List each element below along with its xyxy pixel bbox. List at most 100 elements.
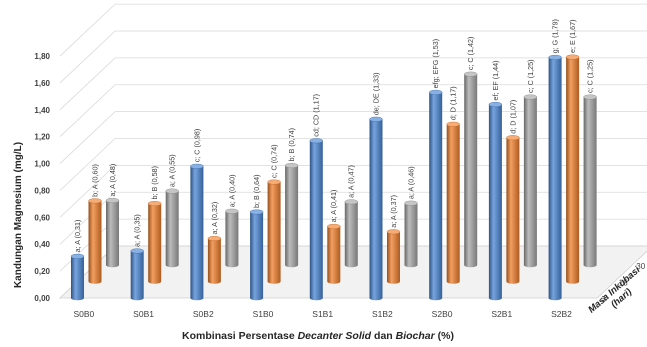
x-tick-label: S2B1 bbox=[491, 309, 512, 319]
data-label: a; A (0,46) bbox=[406, 166, 415, 199]
bar-body bbox=[106, 200, 119, 268]
bar-top bbox=[327, 223, 341, 229]
bar-body bbox=[190, 166, 204, 301]
data-label: de; DE (1,33) bbox=[371, 72, 380, 115]
y-tick-label: 1,00 bbox=[34, 160, 50, 169]
bar-body bbox=[165, 191, 179, 268]
x-tick-label: S0B0 bbox=[73, 309, 94, 319]
data-label: a; A (0,40) bbox=[227, 174, 236, 207]
data-label: c; C (0,74) bbox=[270, 144, 279, 178]
bar-body bbox=[285, 165, 299, 268]
data-label: c; C (0,98) bbox=[192, 129, 201, 163]
bar-body bbox=[488, 104, 502, 301]
bar-top bbox=[105, 197, 120, 203]
bar-top bbox=[488, 101, 503, 107]
data-label: a; A (0,31) bbox=[73, 220, 82, 253]
bar bbox=[88, 198, 102, 284]
y-tick-label: 0,60 bbox=[34, 213, 50, 222]
bar bbox=[147, 201, 162, 284]
bar-body bbox=[225, 211, 239, 268]
bar-body bbox=[464, 74, 478, 268]
bar bbox=[386, 229, 401, 284]
bar-body bbox=[207, 238, 221, 284]
bar-top bbox=[249, 209, 264, 215]
y-tick-label: 0,80 bbox=[34, 186, 50, 195]
data-label: ef; EF (1,44) bbox=[491, 61, 500, 101]
data-label: a; A (0,47) bbox=[347, 165, 356, 198]
x-tick-label: S0B2 bbox=[193, 309, 214, 319]
bar bbox=[464, 71, 478, 268]
x-tick-label: S1B0 bbox=[253, 309, 274, 319]
bar bbox=[523, 94, 538, 268]
bar bbox=[488, 101, 503, 301]
bar bbox=[327, 223, 341, 284]
data-label: a; A (0,55) bbox=[168, 154, 177, 187]
data-label: g; G (1,79) bbox=[551, 19, 560, 53]
bar-body bbox=[344, 201, 358, 268]
bar-top bbox=[464, 71, 478, 77]
x-axis-title: Kombinasi Persentase Decanter Solid dan … bbox=[182, 330, 454, 342]
bar bbox=[309, 138, 323, 301]
bar bbox=[583, 94, 597, 268]
gridline bbox=[59, 3, 647, 57]
bar-body bbox=[446, 124, 460, 284]
bar-top bbox=[565, 54, 580, 60]
x-tick-label: S1B1 bbox=[312, 309, 333, 319]
bar bbox=[249, 209, 264, 301]
bar-top bbox=[165, 188, 179, 194]
y-axis-title: Kandungan Magnesium (mg/L) bbox=[13, 142, 24, 288]
bar-body bbox=[130, 250, 144, 301]
bar-body bbox=[566, 57, 580, 284]
bar-top bbox=[225, 208, 239, 214]
bar bbox=[165, 188, 179, 268]
bar-top bbox=[130, 248, 144, 254]
data-label: a; A (0,35) bbox=[133, 214, 142, 247]
bar-body bbox=[267, 182, 281, 284]
bar bbox=[207, 235, 222, 284]
bar bbox=[548, 54, 562, 301]
bar-top bbox=[429, 89, 443, 95]
bar-top bbox=[70, 253, 85, 259]
data-label: cd; CD (1,17) bbox=[312, 94, 321, 137]
bar-top bbox=[190, 163, 204, 169]
bar bbox=[446, 121, 460, 284]
data-label: efg; EFG (1,53) bbox=[431, 39, 440, 89]
bar bbox=[565, 54, 580, 284]
bar bbox=[506, 135, 520, 284]
data-labels: a; A (0,48) a; A (0,55) a; A (0,40) b; B (0… bbox=[73, 19, 595, 252]
bar-top bbox=[386, 229, 401, 235]
bar-top bbox=[344, 199, 358, 205]
bar-top bbox=[147, 201, 162, 207]
bar-body bbox=[583, 97, 597, 268]
data-label: a; A (0,37) bbox=[389, 195, 398, 228]
bars bbox=[70, 54, 597, 301]
bar-top bbox=[284, 163, 299, 169]
bar-top bbox=[207, 235, 222, 241]
z-tick-label: 15 bbox=[619, 279, 628, 288]
bar-top bbox=[506, 135, 520, 141]
bar-top bbox=[548, 54, 562, 60]
y-tick-label: 0,20 bbox=[34, 267, 50, 276]
data-label: c; C (1,25) bbox=[526, 59, 535, 93]
bar-top bbox=[523, 94, 538, 100]
bar bbox=[70, 253, 85, 301]
bar-body bbox=[404, 203, 418, 268]
data-label: b; B (0,58) bbox=[150, 166, 159, 200]
bar-body bbox=[88, 200, 102, 284]
data-label: a; A (0,32) bbox=[210, 202, 219, 235]
bar-body bbox=[429, 92, 443, 301]
bar-body bbox=[250, 211, 264, 301]
data-label: d; D (1,17) bbox=[449, 86, 458, 120]
data-label: a; A (0,41) bbox=[329, 190, 338, 223]
bar-body bbox=[369, 119, 383, 301]
data-label: b; B (0,64) bbox=[252, 174, 261, 208]
bar bbox=[225, 208, 239, 268]
bar-top bbox=[267, 179, 281, 185]
bar-body bbox=[71, 256, 84, 301]
x-tick-label: S2B2 bbox=[551, 309, 572, 319]
bar-top bbox=[404, 200, 418, 206]
bar-top bbox=[369, 116, 383, 122]
x-tick-label: S2B0 bbox=[432, 309, 453, 319]
